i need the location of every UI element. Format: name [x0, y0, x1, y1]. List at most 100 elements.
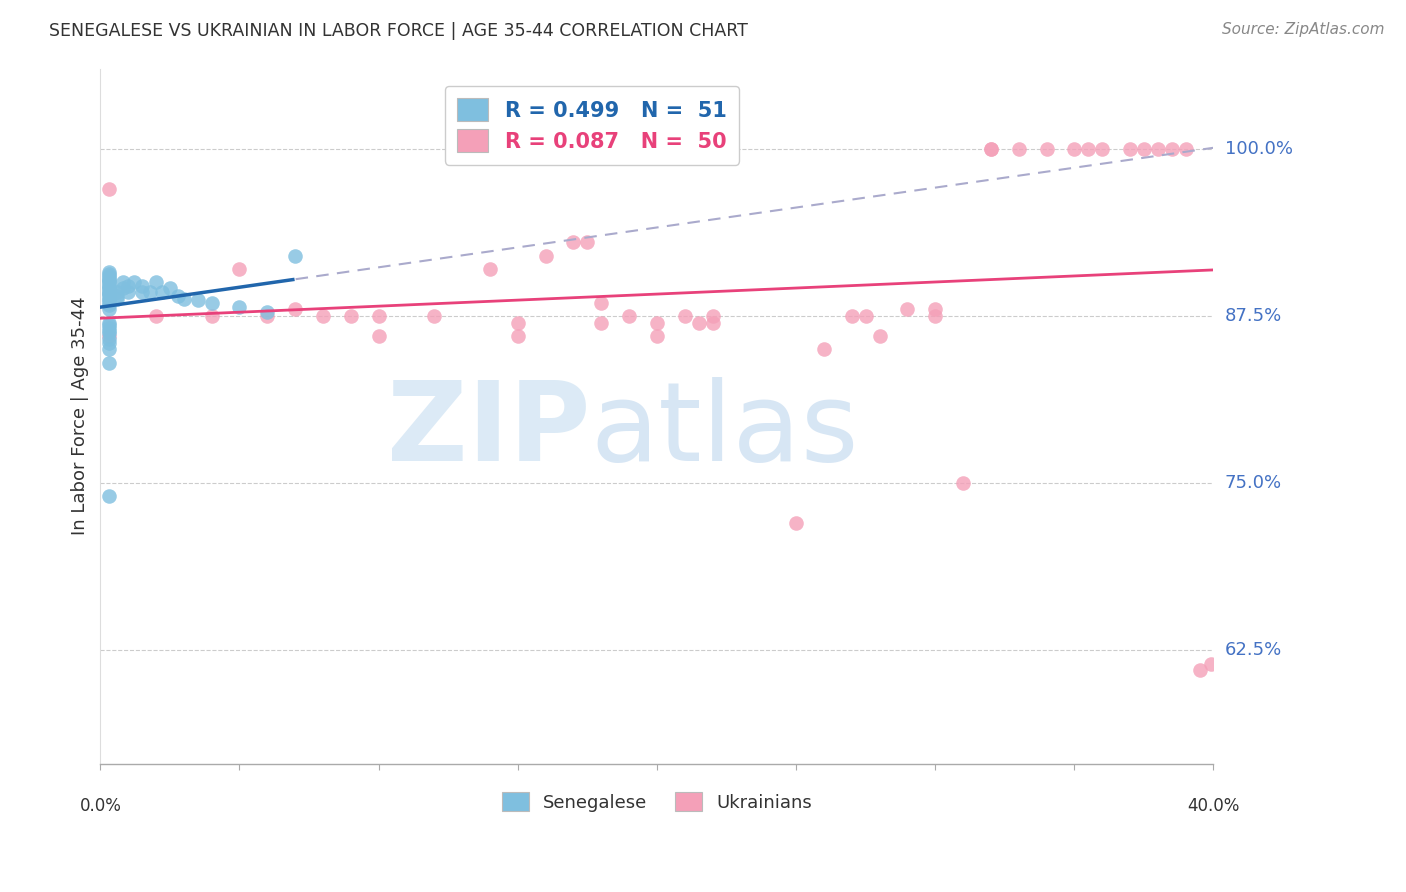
- Point: [1160, 142, 1182, 156]
- Text: 87.5%: 87.5%: [1225, 307, 1282, 325]
- Point: [97, 326, 120, 341]
- Point: [201, 295, 224, 310]
- Point: [980, 142, 1002, 156]
- Point: [97, 356, 120, 370]
- Point: [673, 309, 696, 323]
- Point: [478, 262, 501, 277]
- Point: [688, 316, 710, 330]
- Text: 0.0%: 0.0%: [79, 797, 121, 815]
- Point: [97, 287, 120, 301]
- Point: [145, 309, 167, 323]
- Point: [97, 293, 120, 307]
- Point: [97, 182, 120, 196]
- Point: [97, 279, 120, 293]
- Point: [591, 316, 613, 330]
- Point: [1119, 142, 1142, 156]
- Point: [702, 309, 724, 323]
- Point: [562, 235, 585, 250]
- Point: [97, 274, 120, 288]
- Point: [105, 289, 128, 303]
- Point: [117, 285, 139, 299]
- Point: [256, 305, 278, 319]
- Point: [97, 335, 120, 350]
- Text: 40.0%: 40.0%: [1187, 797, 1240, 815]
- Point: [1063, 142, 1085, 156]
- Point: [145, 276, 167, 290]
- Point: [97, 282, 120, 296]
- Point: [111, 276, 134, 290]
- Y-axis label: In Labor Force | Age 35-44: In Labor Force | Age 35-44: [72, 297, 89, 535]
- Text: Source: ZipAtlas.com: Source: ZipAtlas.com: [1222, 22, 1385, 37]
- Point: [167, 289, 190, 303]
- Point: [1146, 142, 1168, 156]
- Point: [506, 316, 529, 330]
- Point: [841, 309, 863, 323]
- Point: [896, 302, 918, 317]
- Point: [256, 309, 278, 323]
- Point: [97, 289, 120, 303]
- Point: [187, 293, 209, 307]
- Point: [924, 302, 946, 317]
- Point: [97, 276, 120, 290]
- Text: SENEGALESE VS UKRAINIAN IN LABOR FORCE | AGE 35-44 CORRELATION CHART: SENEGALESE VS UKRAINIAN IN LABOR FORCE |…: [49, 22, 748, 40]
- Point: [131, 279, 153, 293]
- Point: [423, 309, 446, 323]
- Point: [97, 316, 120, 330]
- Point: [97, 281, 120, 295]
- Point: [576, 235, 599, 250]
- Point: [228, 262, 250, 277]
- Point: [591, 295, 613, 310]
- Point: [159, 281, 181, 295]
- Point: [1035, 142, 1057, 156]
- Point: [173, 292, 195, 306]
- Point: [1008, 142, 1031, 156]
- Point: [952, 476, 974, 491]
- Point: [1174, 142, 1197, 156]
- Point: [131, 285, 153, 299]
- Point: [367, 309, 389, 323]
- Point: [97, 285, 120, 299]
- Point: [312, 309, 335, 323]
- Point: [228, 300, 250, 314]
- Text: 100.0%: 100.0%: [1225, 140, 1292, 158]
- Point: [284, 249, 307, 263]
- Text: ZIP: ZIP: [387, 376, 591, 483]
- Point: [139, 285, 162, 299]
- Point: [645, 329, 668, 343]
- Point: [97, 329, 120, 343]
- Point: [869, 329, 891, 343]
- Point: [105, 285, 128, 299]
- Point: [97, 273, 120, 287]
- Point: [367, 329, 389, 343]
- Point: [785, 516, 807, 530]
- Point: [97, 343, 120, 357]
- Point: [97, 292, 120, 306]
- Text: 75.0%: 75.0%: [1225, 474, 1282, 492]
- Point: [111, 281, 134, 295]
- Point: [1091, 142, 1114, 156]
- Point: [97, 318, 120, 333]
- Point: [284, 302, 307, 317]
- Point: [97, 324, 120, 338]
- Legend: Senegalese, Ukrainians: Senegalese, Ukrainians: [489, 780, 824, 824]
- Point: [813, 343, 835, 357]
- Point: [97, 278, 120, 293]
- Point: [617, 309, 640, 323]
- Point: [1199, 657, 1222, 671]
- Point: [855, 309, 877, 323]
- Point: [702, 316, 724, 330]
- Text: 62.5%: 62.5%: [1225, 641, 1282, 659]
- Point: [150, 285, 173, 299]
- Point: [105, 292, 128, 306]
- Point: [340, 309, 363, 323]
- Point: [117, 279, 139, 293]
- Point: [97, 271, 120, 285]
- Point: [97, 295, 120, 310]
- Point: [980, 142, 1002, 156]
- Point: [1077, 142, 1099, 156]
- Point: [97, 286, 120, 301]
- Point: [1188, 663, 1211, 677]
- Point: [645, 316, 668, 330]
- Point: [122, 276, 145, 290]
- Point: [1133, 142, 1156, 156]
